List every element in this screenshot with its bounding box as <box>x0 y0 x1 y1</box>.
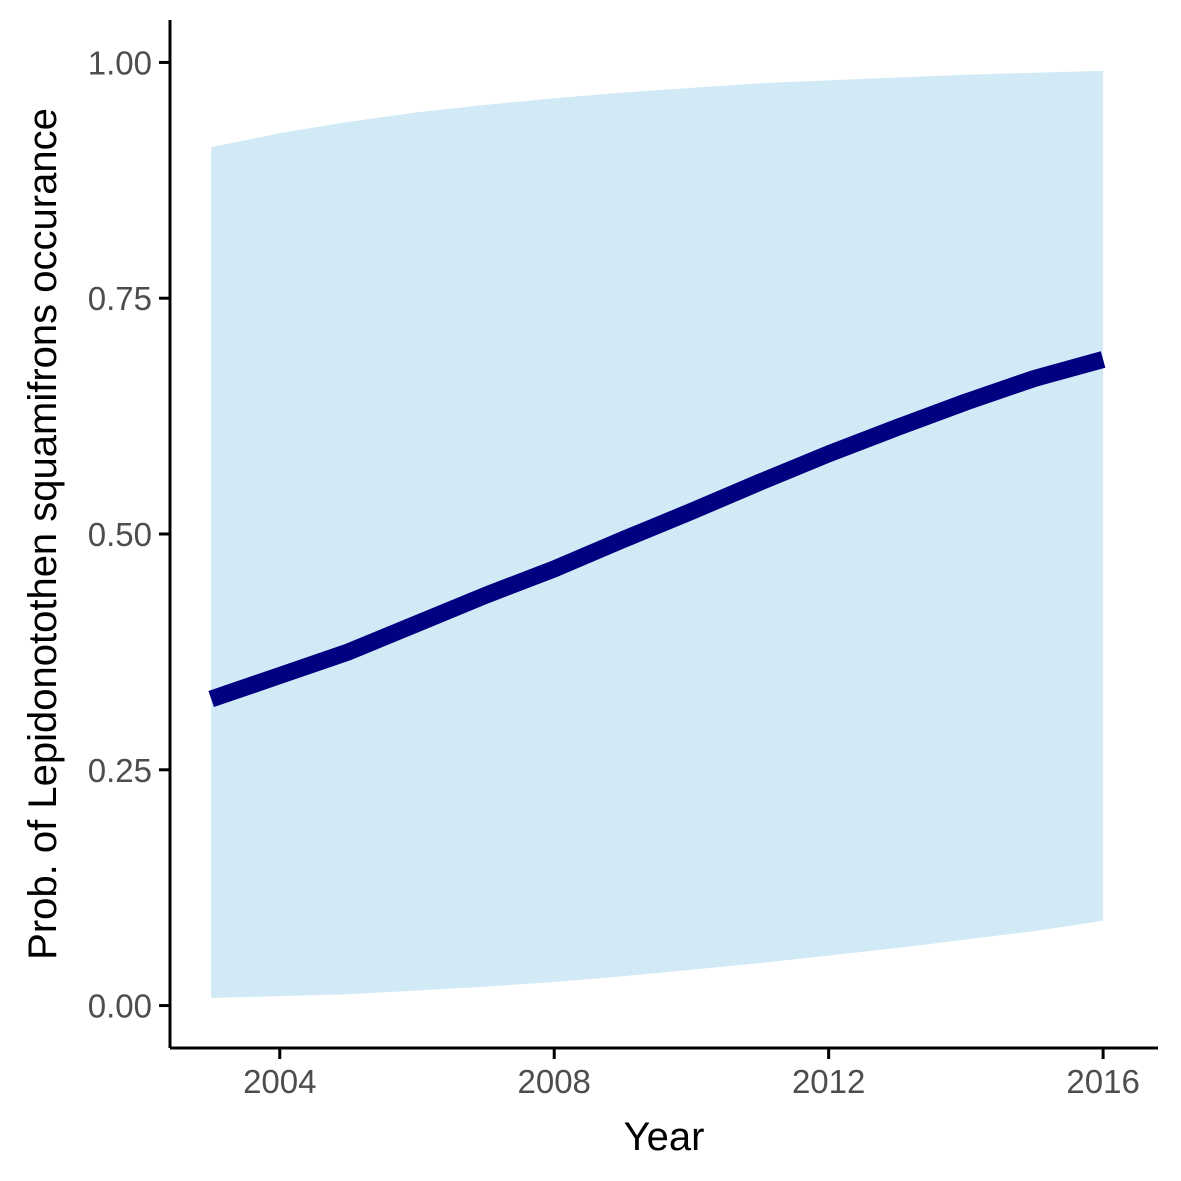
y-axis-title: Prob. of Lepidonotothen squamifrons occu… <box>21 108 65 960</box>
y-tick-label: 0.75 <box>88 280 152 317</box>
y-tick-label: 0.50 <box>88 516 152 553</box>
y-tick-label: 0.25 <box>88 752 152 789</box>
fitted-line <box>208 351 1106 708</box>
x-tick-label: 2008 <box>518 1063 591 1100</box>
x-tick-label: 2004 <box>243 1063 316 1100</box>
y-tick-label: 1.00 <box>88 44 152 81</box>
x-tick-label: 2016 <box>1066 1063 1139 1100</box>
y-tick-label: 0.00 <box>88 988 152 1025</box>
x-tick-label: 2012 <box>792 1063 865 1100</box>
ticks: 0.00 0.25 0.50 0.75 1.00 2004 2008 2012 2016 <box>88 44 1140 1100</box>
plot-area <box>208 70 1106 998</box>
x-axis-title: Year <box>624 1115 705 1159</box>
